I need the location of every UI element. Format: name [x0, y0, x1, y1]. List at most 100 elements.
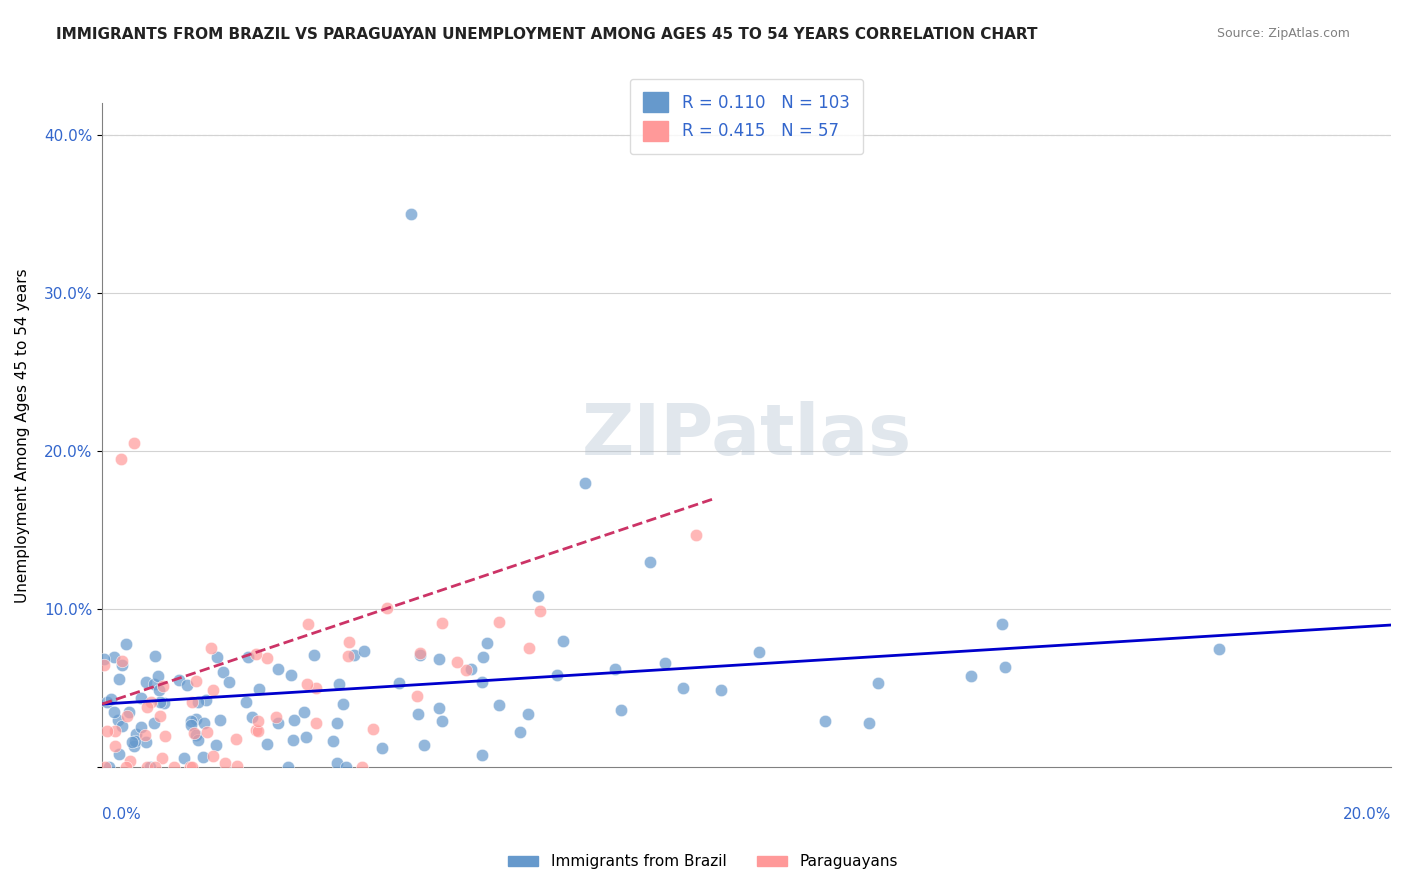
- Point: [280, 668, 302, 682]
- Point: [103, 649, 125, 664]
- Point: [108, 747, 131, 762]
- Point: [471, 674, 494, 689]
- Point: [401, 207, 423, 221]
- Point: [266, 662, 288, 676]
- Point: [183, 726, 205, 740]
- Point: [163, 760, 186, 774]
- Point: [245, 723, 267, 738]
- Point: [150, 751, 173, 765]
- Point: [326, 716, 349, 731]
- Point: [104, 723, 127, 738]
- Point: [93, 658, 115, 673]
- Point: [124, 727, 146, 741]
- Point: [427, 651, 450, 665]
- Point: [107, 714, 129, 728]
- Point: [991, 616, 1014, 631]
- Point: [413, 739, 436, 753]
- Point: [148, 695, 170, 709]
- Point: [551, 634, 574, 648]
- Point: [994, 659, 1017, 673]
- Point: [143, 760, 166, 774]
- Point: [153, 729, 176, 743]
- Point: [110, 654, 132, 668]
- Point: [517, 640, 540, 655]
- Point: [256, 737, 278, 751]
- Point: [180, 760, 202, 774]
- Point: [336, 649, 359, 664]
- Point: [212, 665, 235, 680]
- Point: [180, 718, 202, 732]
- Point: [488, 698, 510, 712]
- Point: [509, 725, 531, 739]
- Point: [202, 748, 225, 763]
- Point: [672, 681, 695, 695]
- Point: [858, 716, 880, 731]
- Point: [103, 705, 125, 719]
- Point: [283, 713, 305, 727]
- Point: [117, 705, 139, 719]
- Point: [139, 760, 162, 774]
- Point: [304, 648, 326, 662]
- Point: [169, 673, 191, 687]
- Point: [193, 716, 215, 731]
- Point: [143, 648, 166, 663]
- Point: [129, 720, 152, 734]
- Point: [281, 732, 304, 747]
- Point: [297, 616, 319, 631]
- Point: [488, 615, 510, 629]
- Point: [115, 709, 138, 723]
- Point: [104, 739, 127, 754]
- Point: [96, 724, 118, 739]
- Point: [122, 739, 145, 753]
- Point: [446, 655, 468, 669]
- Point: [247, 714, 270, 728]
- Point: [205, 738, 228, 752]
- Point: [609, 703, 631, 717]
- Point: [371, 740, 394, 755]
- Point: [115, 760, 138, 774]
- Point: [472, 650, 495, 665]
- Point: [430, 615, 453, 630]
- Point: [93, 652, 115, 666]
- Legend: R = 0.110   N = 103, R = 0.415   N = 57: R = 0.110 N = 103, R = 0.415 N = 57: [630, 78, 863, 154]
- Point: [152, 680, 174, 694]
- Point: [111, 657, 134, 672]
- Point: [96, 695, 118, 709]
- Point: [361, 722, 384, 736]
- Point: [603, 662, 626, 676]
- Point: [186, 674, 208, 689]
- Point: [868, 676, 890, 690]
- Point: [179, 760, 201, 774]
- Point: [121, 735, 143, 749]
- Point: [184, 728, 207, 742]
- Text: Source: ZipAtlas.com: Source: ZipAtlas.com: [1216, 27, 1350, 40]
- Point: [322, 734, 344, 748]
- Point: [332, 698, 354, 712]
- Point: [111, 719, 134, 733]
- Point: [236, 649, 259, 664]
- Point: [115, 637, 138, 651]
- Point: [124, 734, 146, 748]
- Point: [460, 662, 482, 676]
- Point: [517, 706, 540, 721]
- Point: [375, 600, 398, 615]
- Point: [200, 641, 222, 656]
- Point: [180, 714, 202, 728]
- Point: [173, 751, 195, 765]
- Point: [388, 675, 411, 690]
- Point: [408, 706, 430, 721]
- Point: [100, 692, 122, 706]
- Point: [129, 690, 152, 705]
- Point: [430, 714, 453, 729]
- Point: [685, 527, 707, 541]
- Point: [408, 646, 430, 660]
- Point: [277, 760, 299, 774]
- Point: [292, 705, 315, 719]
- Point: [141, 695, 163, 709]
- Text: ZIPatlas: ZIPatlas: [582, 401, 911, 470]
- Point: [267, 715, 290, 730]
- Point: [136, 760, 159, 774]
- Point: [94, 760, 117, 774]
- Point: [181, 695, 204, 709]
- Point: [225, 731, 247, 746]
